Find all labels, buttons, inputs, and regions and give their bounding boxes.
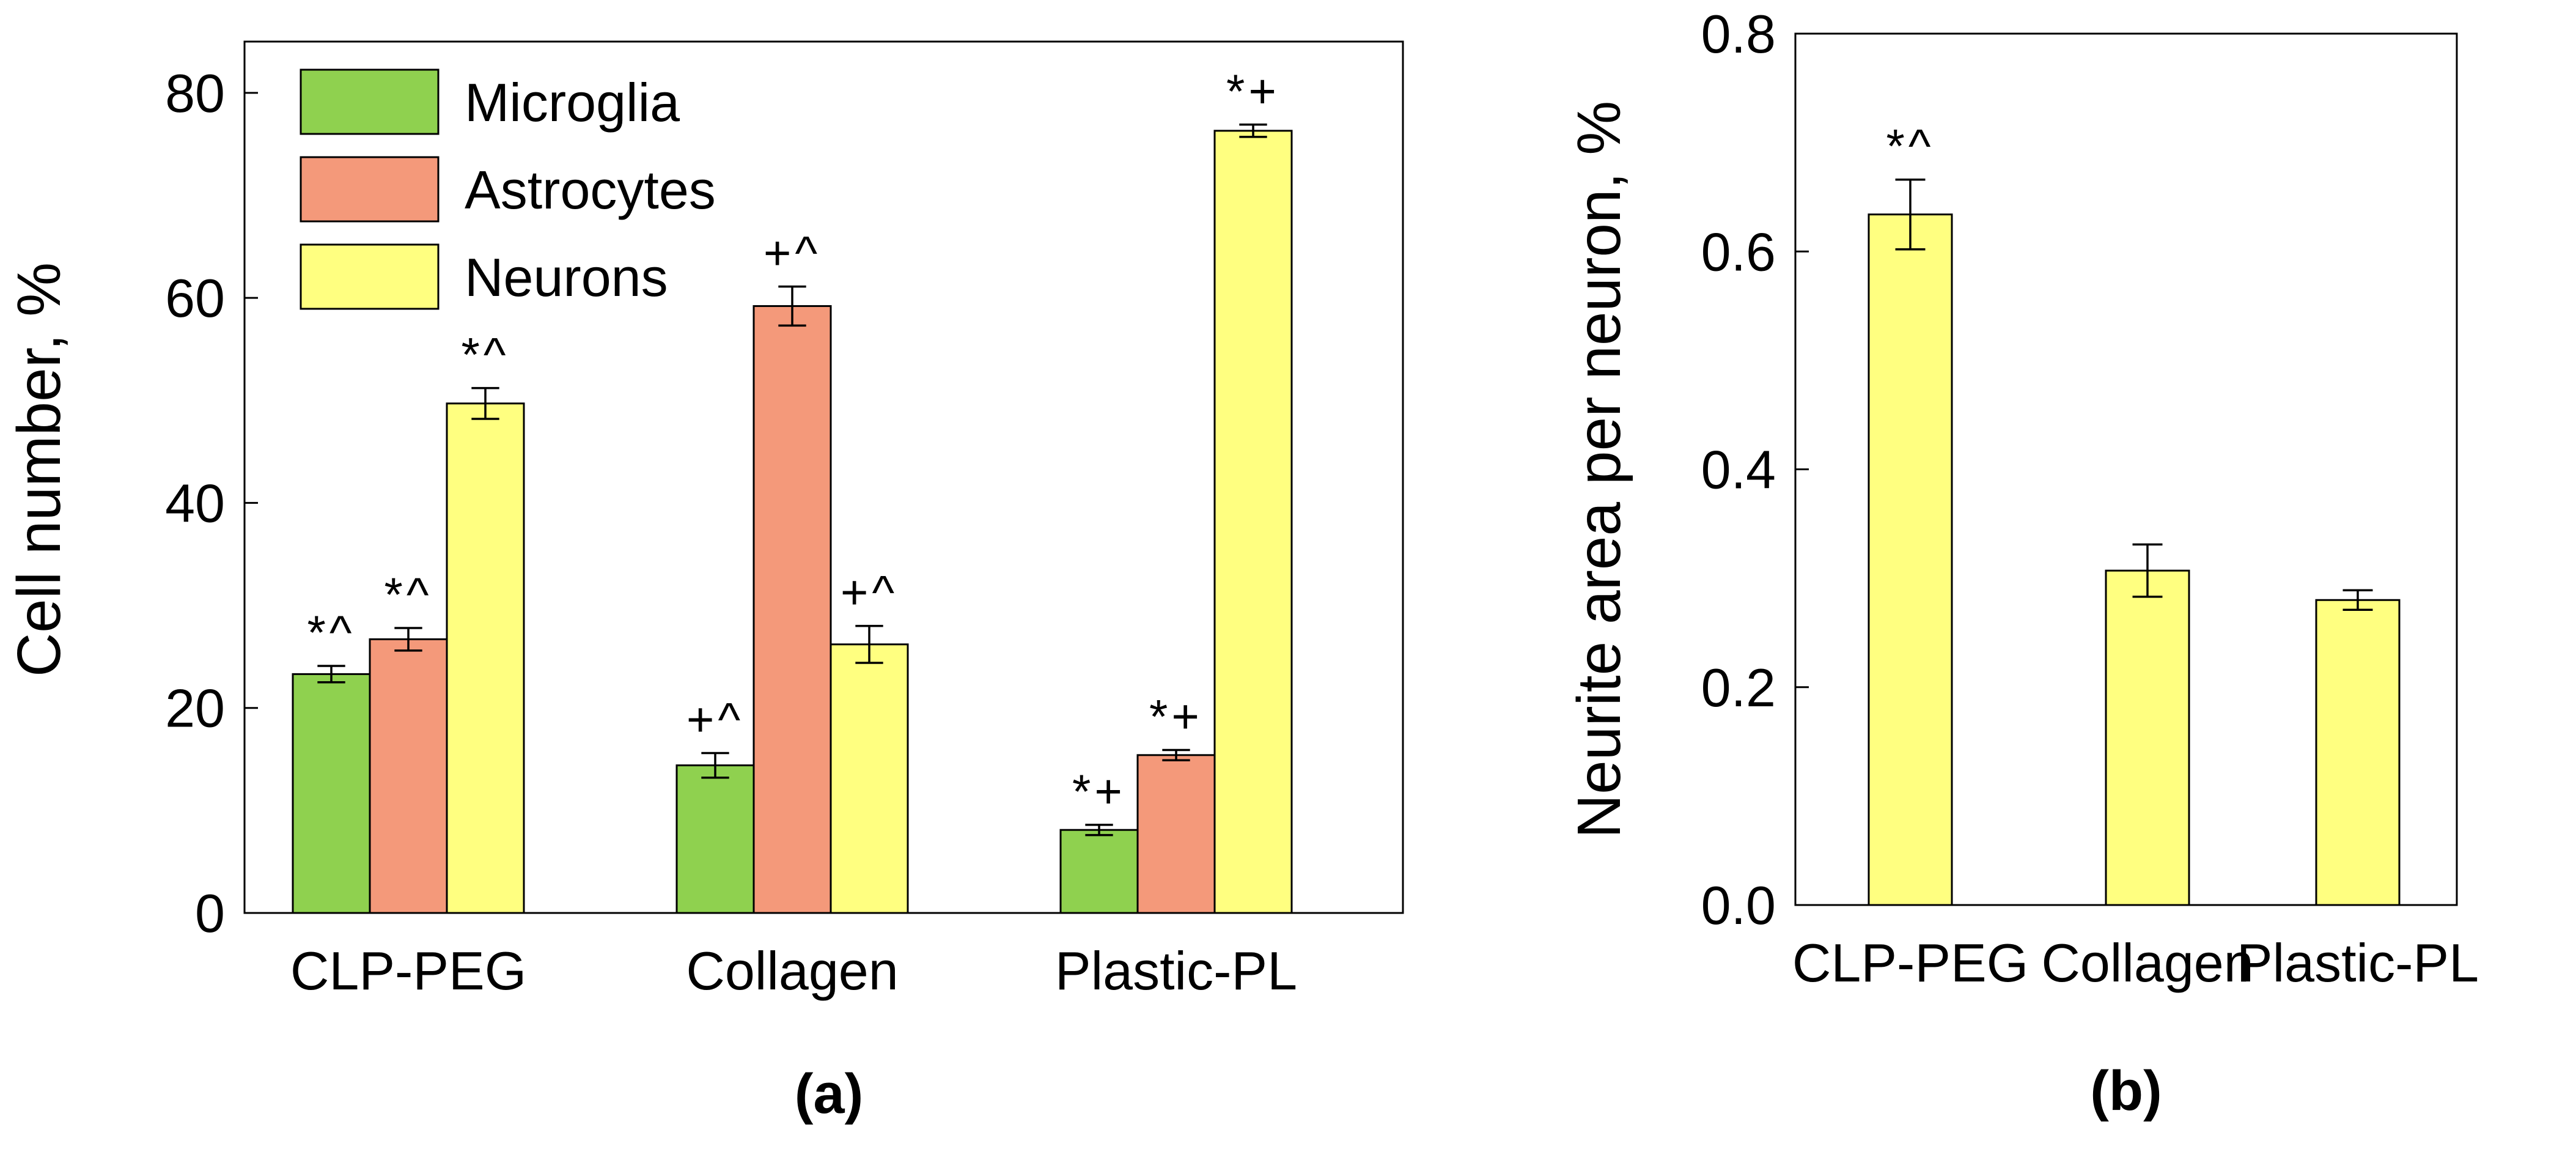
panel-a-error-bar-microglia-plastic-pl — [1085, 824, 1113, 837]
panel-a-error-bar-astrocytes-collagen — [778, 285, 806, 327]
panel-a-bar-astrocytes-plastic-pl — [1136, 754, 1216, 914]
panel-a-error-bar-neurons-collagen — [855, 624, 883, 664]
panel-a-bars: *^ *^ *^ +^ +^ +^ *+ *+ *+ — [292, 64, 1293, 914]
panel-a-significance-label-neurons-plastic-pl: *+ — [1226, 64, 1280, 118]
panel-a-significance-label-microglia-collagen: +^ — [686, 692, 744, 746]
panel-a-y-axis-label: Cell number, % — [5, 262, 73, 677]
panel-a-label: (a) — [795, 1063, 863, 1125]
panel-a-x-tick-label-plastic-pl: Plastic-PL — [1055, 940, 1297, 1001]
legend-label-microglia: Microglia — [465, 72, 680, 133]
panel-b-y-tick-label: 0.6 — [1701, 221, 1776, 282]
panel-b-error-bar-neurons-collagen — [2132, 543, 2163, 598]
panel-b-x-tick-label-clp-peg: CLP-PEG — [1792, 933, 2028, 993]
panel-b-bar-neurons-clp-peg — [1868, 213, 1953, 906]
panel-b-y-axis-label: Neurite area per neuron, % — [1565, 101, 1633, 838]
panel-a-significance-label-astrocytes-clp-peg: *^ — [385, 567, 433, 621]
panel-a-bar-microglia-collagen — [675, 764, 755, 914]
panel-b-error-bar-neurons-clp-peg — [1895, 178, 1926, 251]
panel-a-significance-label-microglia-plastic-pl: *+ — [1072, 764, 1126, 818]
panel-b-error-bar-neurons-plastic-pl — [2342, 589, 2373, 611]
panel-a-bar-astrocytes-collagen — [753, 305, 832, 914]
panel-a-error-bar-microglia-clp-peg — [317, 665, 345, 684]
panel-b-y-tick-label: 0.8 — [1701, 4, 1776, 64]
panel-b-significance-label-neurons-clp-peg: *^ — [1886, 119, 1935, 173]
panel-b-label: (b) — [2090, 1060, 2162, 1122]
panel-b-neurite-area-chart: 0.0 0.2 0.4 0.6 0.8 CLP-PEG CollagenPlastic-P… — [1565, 4, 2479, 1122]
panel-a-significance-label-microglia-clp-peg: *^ — [307, 605, 356, 659]
panel-a-error-bar-neurons-plastic-pl — [1239, 124, 1267, 138]
panel-a-error-bar-astrocytes-plastic-pl — [1162, 748, 1190, 761]
panel-a-y-tick-label: 60 — [165, 268, 225, 328]
panel-a-bar-microglia-plastic-pl — [1059, 829, 1139, 914]
panel-a-x-axis: CLP-PEG Collagen Plastic-PL — [290, 900, 1297, 1001]
panel-a-y-tick-label: 0 — [195, 883, 225, 944]
panel-a-y-axis: 0 20 40 60 80 — [165, 63, 258, 944]
legend-swatch-astrocytes — [300, 156, 440, 223]
panel-a-y-tick-label: 40 — [165, 473, 225, 533]
panel-a-error-bar-neurons-clp-peg — [471, 386, 499, 420]
panel-b-bar-neurons-collagen — [2105, 569, 2190, 906]
panel-a-significance-label-neurons-clp-peg: *^ — [462, 328, 510, 382]
panel-a-y-tick-label: 20 — [165, 678, 225, 739]
panel-b-y-tick-label: 0.4 — [1701, 440, 1776, 500]
panel-a-y-tick-label: 80 — [165, 63, 225, 124]
panel-a-error-bar-microglia-collagen — [701, 752, 729, 779]
panel-a-x-tick-label-collagen: Collagen — [686, 940, 898, 1001]
panel-b-x-tick-label-plastic-pl: Plastic-PL — [2237, 933, 2479, 993]
panel-a-significance-label-neurons-collagen: +^ — [841, 566, 898, 619]
panel-a-bar-neurons-plastic-pl — [1213, 130, 1293, 914]
panel-a-bar-neurons-clp-peg — [446, 402, 525, 914]
panel-a-legend: Microglia Astrocytes Neurons — [300, 68, 716, 310]
panel-b-y-axis: 0.0 0.2 0.4 0.6 0.8 — [1701, 4, 1809, 936]
panel-b-y-tick-label: 0.0 — [1701, 875, 1776, 936]
panel-a-error-bar-astrocytes-clp-peg — [394, 627, 422, 652]
legend-label-neurons: Neurons — [465, 247, 668, 308]
panel-a-bar-astrocytes-clp-peg — [369, 638, 448, 914]
panel-a-bar-neurons-collagen — [830, 643, 909, 914]
panel-a-x-tick-label-clp-peg: CLP-PEG — [290, 940, 526, 1001]
panel-b-y-tick-label: 0.2 — [1701, 657, 1776, 718]
panel-b-x-tick-label-collagen: Collagen — [2041, 933, 2253, 993]
panel-a-bar-microglia-clp-peg — [292, 673, 371, 914]
legend-swatch-neurons — [300, 243, 440, 310]
panel-a-significance-label-astrocytes-plastic-pl: *+ — [1149, 689, 1203, 743]
panel-a-significance-label-astrocytes-collagen: +^ — [764, 226, 821, 280]
panel-b-bar-neurons-plastic-pl — [2315, 599, 2401, 906]
panel-b-bars: *^ — [1868, 119, 2401, 906]
legend-label-astrocytes: Astrocytes — [465, 160, 716, 220]
legend-swatch-microglia — [300, 68, 440, 135]
